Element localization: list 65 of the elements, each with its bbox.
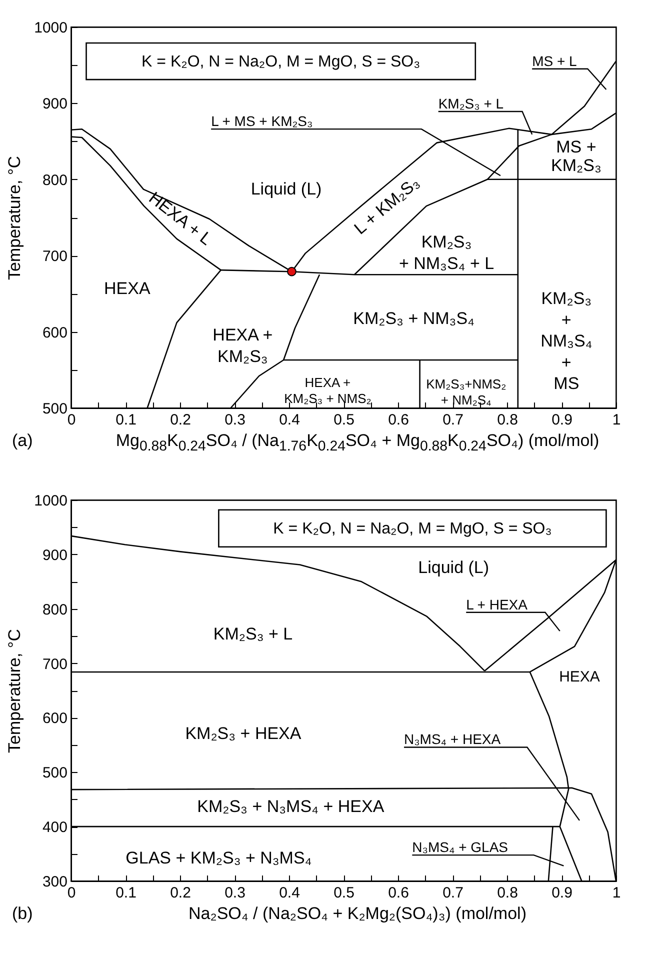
annotation: Liquid (L) — [250, 179, 322, 198]
annotation: KM₂S₃ + HEXA — [185, 724, 302, 743]
annotation: HEXA + KM₂S₃ — [212, 326, 273, 366]
x-tick-label: 0.6 — [388, 412, 409, 428]
x-tick-label: 1 — [612, 884, 621, 902]
y-tick-label: 1000 — [34, 492, 68, 510]
x-tick-label: 0.5 — [334, 412, 354, 428]
y-tick-label: 900 — [42, 96, 68, 113]
y-tick-label: 500 — [42, 764, 68, 782]
x-axis-title: Na₂SO₄ / (Na₂SO₄ + K₂Mg₂(SO₄)₃) (mol/mol) — [188, 904, 528, 924]
annotation: K = K₂O, N = Na₂O, M = MgO, S = SO₃ — [142, 53, 420, 70]
x-tick-label: 0.1 — [116, 884, 136, 902]
annotation: KM₂S₃+NMS₂ + NM₂S₄ — [426, 376, 506, 408]
y-tick-label: 900 — [42, 546, 68, 564]
y-axis-title: Temperature, °C — [5, 629, 24, 753]
annotation: KM₂S₃ + L — [438, 96, 504, 112]
x-tick-label: 0.9 — [552, 412, 572, 428]
y-axis-title: Temperature, °C — [5, 156, 24, 280]
annotation: KM₂S₃ + L — [213, 624, 293, 644]
annotation: MS + L — [532, 52, 578, 69]
text: (a) — [11, 431, 34, 451]
text: Mg$_{0.88}$K$_{0.24}$SO₄ / (Na$_{1.76}$K$_{0.24}$SO₄ + Mg$_{0.88}$K$_{0.24}$SO₄) (mol/mol) — [116, 431, 600, 454]
y-tick-label: 400 — [42, 819, 68, 836]
annotation: L + HEXA — [466, 596, 528, 612]
annotation: KM₂S₃ + NM₃S₄ — [353, 308, 475, 328]
annotation: KM₂S₃ + N₃MS₄ + HEXA — [197, 797, 385, 816]
x-tick-label: 0.9 — [552, 884, 572, 902]
y-tick-label: 600 — [42, 710, 68, 728]
x-tick-label: 0 — [67, 884, 76, 902]
x-tick-label: 0.1 — [116, 412, 136, 428]
annotation: N₃MS₄ + HEXA — [404, 731, 502, 748]
x-tick-label: 0.4 — [279, 412, 300, 428]
x-tick-label: 0.3 — [224, 884, 246, 902]
y-tick-label: 600 — [42, 324, 68, 342]
annotation: Liquid (L) — [418, 558, 490, 578]
text: (b) — [11, 904, 34, 924]
x-tick-label: 0.4 — [279, 884, 300, 902]
annotation: L + MS + KM₂S₃ — [211, 113, 313, 130]
annotation: KM₂S₃ + NM₃S₄ + L — [398, 232, 494, 273]
y-tick-label: 1000 — [34, 20, 68, 36]
x-tick-label: 0.7 — [442, 412, 464, 428]
x-tick-label: 0.8 — [497, 884, 518, 902]
annotation: GLAS + KM₂S₃ + N₃MS₄ — [126, 848, 312, 868]
x-tick-label: 0.2 — [170, 412, 191, 428]
x-tick-label: 0.3 — [224, 412, 246, 428]
y-tick-label: 800 — [42, 172, 68, 189]
y-tick-label: 500 — [42, 400, 68, 418]
x-tick-label: 1 — [612, 412, 621, 428]
annotation: HEXA + KM₂S₃ + NMS₂ — [284, 374, 372, 406]
annotation: MS + KM₂S₃ — [551, 137, 602, 176]
x-tick-label: 0.2 — [170, 884, 191, 902]
x-tick-label: 0.8 — [497, 412, 518, 428]
annotation: HEXA — [104, 279, 151, 298]
annotation: K = K₂O, N = Na₂O, M = MgO, S = SO₃ — [273, 520, 552, 538]
y-tick-label: 800 — [42, 601, 68, 618]
y-tick-label: 300 — [42, 874, 68, 890]
x-tick-label: 0.5 — [334, 884, 354, 902]
x-tick-label: 0.7 — [442, 884, 464, 902]
annotation: HEXA — [559, 668, 600, 686]
x-tick-label: 0 — [67, 412, 76, 428]
y-tick-label: 700 — [42, 248, 68, 266]
y-tick-label: 700 — [42, 656, 68, 673]
annotation: KM₂S₃ + NM₃S₄ + MS — [540, 289, 592, 394]
x-tick-label: 0.6 — [388, 884, 409, 902]
annotation: N₃MS₄ + GLAS — [412, 839, 508, 856]
